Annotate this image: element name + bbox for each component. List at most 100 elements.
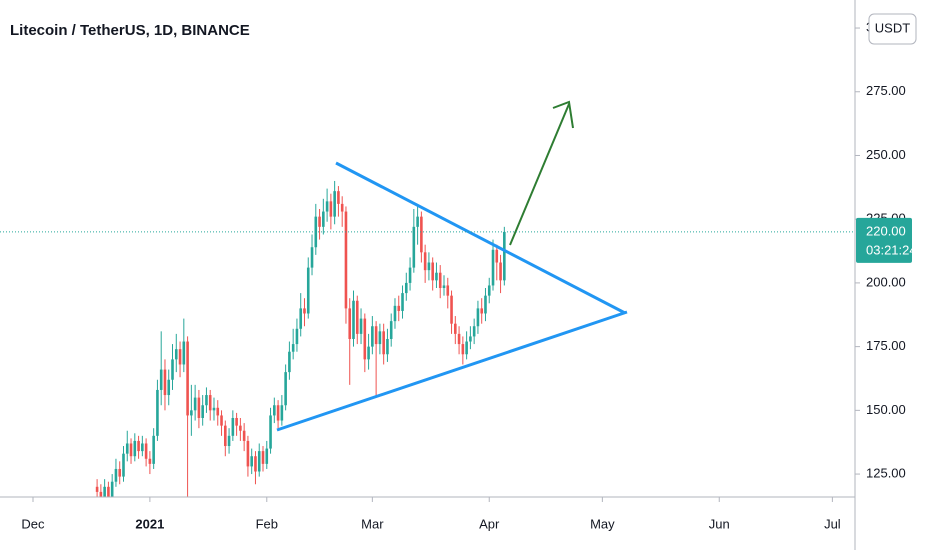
candle-body bbox=[242, 430, 246, 441]
candle-body bbox=[205, 395, 208, 406]
currency-button[interactable] bbox=[868, 13, 917, 45]
candle-body bbox=[412, 226, 416, 268]
candle-body bbox=[318, 216, 321, 227]
candle-body bbox=[374, 326, 378, 345]
candle-body bbox=[491, 249, 495, 286]
candle-body bbox=[257, 451, 261, 472]
candle-body bbox=[487, 285, 491, 296]
candle-body bbox=[261, 451, 265, 464]
candle-body bbox=[355, 300, 359, 334]
candle-body bbox=[269, 415, 272, 449]
candle-body bbox=[363, 318, 367, 360]
candle-body bbox=[276, 405, 280, 421]
candle-body bbox=[303, 308, 306, 314]
candle-body bbox=[110, 481, 114, 497]
candle-body bbox=[397, 305, 401, 311]
candle-body bbox=[484, 295, 487, 314]
last-price-box bbox=[856, 217, 912, 263]
candle-body bbox=[386, 338, 389, 355]
x-tick-label: May bbox=[590, 516, 615, 531]
candle-body bbox=[404, 282, 408, 294]
candle-body bbox=[337, 191, 340, 204]
currency-label: USDT bbox=[875, 20, 910, 35]
candle-body bbox=[288, 351, 291, 373]
x-tick-label: Dec bbox=[21, 516, 45, 531]
candle-body bbox=[472, 326, 476, 337]
candle-body bbox=[389, 321, 393, 339]
candle-body bbox=[431, 262, 434, 281]
x-tick-label: Jun bbox=[709, 516, 730, 531]
candle-body bbox=[310, 247, 314, 268]
candle-body bbox=[178, 349, 182, 365]
candle-body bbox=[208, 395, 212, 411]
candle-body bbox=[99, 491, 103, 497]
candle-body bbox=[227, 435, 231, 447]
candle-body bbox=[235, 417, 238, 426]
candle-body bbox=[457, 333, 461, 345]
candle-body bbox=[250, 456, 253, 467]
candle-body bbox=[129, 443, 133, 457]
x-tick-label: Mar bbox=[361, 516, 384, 531]
candle-body bbox=[503, 231, 506, 281]
candle-body bbox=[197, 397, 201, 418]
candle-body bbox=[325, 201, 329, 212]
candle-body bbox=[239, 425, 242, 431]
candle-body bbox=[359, 318, 363, 334]
arrow-head bbox=[552, 100, 574, 129]
candle-body bbox=[408, 267, 412, 283]
candle-body bbox=[193, 397, 197, 411]
candle-body bbox=[495, 249, 499, 263]
candle-body bbox=[340, 203, 344, 212]
candle-body bbox=[480, 308, 484, 314]
candle-body bbox=[306, 267, 310, 314]
candle-body bbox=[420, 216, 423, 253]
candle-body bbox=[137, 440, 140, 452]
x-tick-label: Apr bbox=[479, 516, 500, 531]
candle-body bbox=[446, 285, 450, 296]
candle-body bbox=[348, 308, 352, 339]
candle-body bbox=[95, 486, 99, 492]
drawings bbox=[276, 100, 628, 432]
candle-body bbox=[442, 285, 446, 289]
candle-body bbox=[423, 252, 427, 271]
candle-body bbox=[401, 293, 404, 311]
candle-body bbox=[438, 272, 442, 289]
candle-body bbox=[344, 211, 348, 309]
candle-body bbox=[141, 443, 144, 452]
y-tick-label: 250.00 bbox=[866, 147, 906, 162]
candle-body bbox=[103, 486, 106, 497]
candle-body bbox=[333, 191, 336, 217]
candle-body bbox=[182, 341, 186, 365]
candle-body bbox=[159, 369, 163, 390]
candle-body bbox=[329, 201, 333, 217]
candle-body bbox=[118, 468, 122, 477]
candle-body bbox=[322, 211, 325, 227]
countdown-label: 03:21:24 bbox=[866, 242, 917, 257]
candle-body bbox=[454, 323, 457, 334]
candle-body bbox=[461, 344, 465, 355]
candle-body bbox=[148, 458, 152, 464]
candle-body bbox=[190, 410, 193, 416]
candle-body bbox=[450, 295, 453, 324]
candle-body bbox=[265, 448, 269, 464]
candle-body bbox=[499, 262, 502, 281]
candle-body bbox=[152, 435, 155, 464]
candle-body bbox=[156, 389, 159, 436]
x-tick-label: Jul bbox=[824, 516, 841, 531]
candle-body bbox=[171, 359, 174, 380]
candle-body bbox=[163, 369, 167, 396]
candle-body bbox=[144, 443, 148, 459]
candle-body bbox=[231, 417, 235, 436]
candle-body bbox=[186, 341, 189, 416]
candle-body bbox=[291, 344, 295, 352]
candle-body bbox=[393, 305, 397, 322]
candle-body bbox=[220, 415, 223, 426]
candle-body bbox=[465, 341, 468, 355]
candle-body bbox=[254, 456, 257, 472]
candle-body bbox=[167, 379, 171, 396]
y-tick-label: 175.00 bbox=[866, 338, 906, 353]
candle-body bbox=[122, 453, 125, 477]
trend-line-lower bbox=[276, 310, 628, 432]
arrow-line bbox=[509, 103, 570, 246]
candle-body bbox=[114, 468, 118, 482]
